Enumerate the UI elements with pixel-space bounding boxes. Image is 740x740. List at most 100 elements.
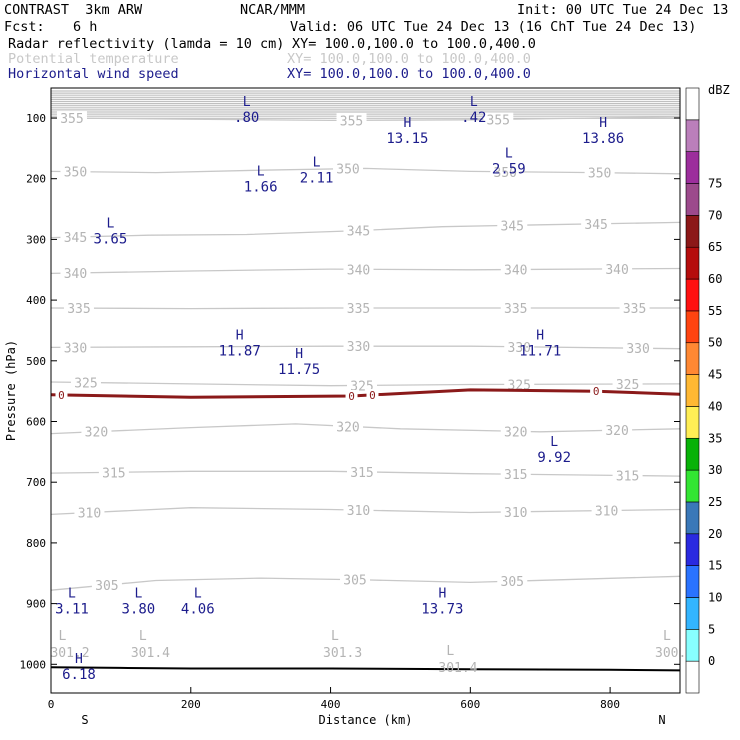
theta-label-bg	[602, 423, 633, 438]
theta-label-bg	[490, 164, 521, 179]
reflectivity-label: 0	[593, 385, 600, 398]
theta-label-bg	[60, 229, 91, 244]
theta-label: 320	[605, 424, 628, 439]
x-tick-label: 0	[48, 698, 55, 711]
theta-label-bg	[500, 424, 531, 439]
theta-label: 305	[501, 575, 524, 590]
wind-extremum-value: 2.11	[300, 171, 334, 187]
field-xy-wind-speed: XY= 100.0,100.0 to 100.0,400.0	[287, 66, 531, 82]
theta-label-bg	[504, 377, 535, 392]
fcst-label: Fcst:	[4, 19, 45, 35]
y-tick-label: 300	[26, 233, 46, 246]
colorbar-label: 30	[708, 463, 722, 477]
pt-extremum-value: 301.3	[323, 646, 362, 661]
pt-extremum-type: L	[663, 629, 671, 644]
colorbar-segment	[685, 215, 700, 248]
theta-contour-325	[50, 381, 681, 387]
theta-label: 315	[102, 466, 125, 481]
colorbar-label: 25	[708, 495, 722, 509]
wind-extremum-type: L	[505, 146, 513, 161]
pt-extremum-value: 301.4	[438, 661, 477, 676]
colorbar-segment	[685, 119, 700, 152]
theta-label-bg	[333, 419, 364, 434]
y-tick-label: 900	[26, 598, 46, 611]
theta-label: 335	[504, 302, 527, 317]
field-xy-reflectivity: XY= 100.0,100.0 to 100.0,400.0	[292, 36, 536, 52]
pt-extremum-type: L	[331, 629, 339, 644]
colorbar-label: 10	[708, 590, 722, 604]
colorbar-label: 20	[708, 527, 722, 541]
colorbar-label: 65	[708, 240, 722, 254]
wind-extremum-value: 4.06	[181, 602, 215, 618]
theta-label: 350	[64, 166, 87, 181]
colorbar-segment	[685, 246, 700, 280]
wind-extremum-type: L	[550, 435, 558, 450]
wind-extremum-type: L	[106, 216, 114, 231]
y-tick-label: 200	[26, 173, 46, 186]
theta-label: 305	[343, 574, 366, 589]
theta-label: 345	[347, 225, 370, 240]
theta-label: 310	[347, 504, 370, 519]
colorbar-label: 55	[708, 304, 722, 318]
x-tick-label: 800	[600, 698, 620, 711]
colorbar-label: 40	[708, 399, 722, 413]
colorbar-segment	[685, 406, 700, 439]
terrain-line	[50, 666, 681, 672]
wind-extremum-type: L	[243, 95, 251, 110]
y-tick-label: 100	[26, 112, 46, 125]
theta-label: 340	[347, 263, 370, 278]
theta-label-bg	[619, 300, 650, 315]
wind-extremum-type: L	[257, 165, 265, 180]
theta-label: 340	[504, 263, 527, 278]
wind-extremum-value: 11.75	[278, 362, 320, 378]
colorbar-label: 35	[708, 431, 722, 445]
theta-label: 320	[336, 420, 359, 435]
pt-extremum-value: 300.	[655, 646, 686, 661]
colorbar-unit: dBZ	[708, 83, 730, 97]
colorbar-segment	[685, 533, 700, 566]
colorbar-label: 75	[708, 177, 722, 191]
y-tick-label: 700	[26, 476, 46, 489]
theta-label-bg	[584, 165, 615, 180]
theta-label-bg	[343, 262, 374, 277]
y-tick-label: 1000	[20, 658, 47, 671]
pt-extremum-value: 301.4	[131, 646, 170, 661]
colorbar-label: 45	[708, 368, 722, 382]
center-title: NCAR/MMM	[240, 2, 306, 18]
colorbar-segment	[685, 87, 700, 121]
colorbar-segment	[685, 437, 700, 471]
theta-label-bg	[612, 468, 643, 483]
theta-label: 345	[501, 219, 524, 234]
theta-label-bg	[347, 464, 378, 479]
wind-extremum-value: .42	[461, 110, 486, 126]
wind-extremum-type: L	[313, 156, 321, 171]
theta-label: 355	[487, 113, 510, 128]
colorbar-segment	[685, 501, 700, 535]
wind-extremum-type: H	[536, 329, 544, 344]
theta-contour-330	[50, 345, 681, 350]
theta-label-bg	[56, 111, 87, 126]
pt-extremum-type: L	[139, 629, 147, 644]
theta-label: 330	[626, 342, 649, 357]
reflectivity-label-bg	[366, 388, 379, 401]
y-tick-label: 800	[26, 537, 46, 550]
wind-extremum-value: .80	[234, 110, 259, 126]
theta-label-bg	[500, 262, 531, 277]
wind-extremum-type: L	[194, 587, 202, 602]
reflectivity-label-bg	[590, 385, 603, 398]
x-end-label-south: S	[81, 713, 88, 727]
theta-label: 320	[85, 426, 108, 441]
theta-label-bg	[602, 261, 633, 276]
theta-label: 340	[605, 263, 628, 278]
theta-contour-315	[50, 470, 681, 477]
colorbar-segment	[685, 310, 700, 344]
theta-label: 350	[588, 167, 611, 182]
theta-label: 310	[595, 505, 618, 520]
theta-label: 350	[494, 166, 517, 181]
theta-label: 345	[584, 218, 607, 233]
theta-label: 355	[60, 112, 83, 127]
wind-extremum-value: 3.65	[94, 231, 128, 247]
theta-contour-310	[50, 507, 681, 516]
wind-extremum-value: 13.15	[386, 131, 428, 147]
